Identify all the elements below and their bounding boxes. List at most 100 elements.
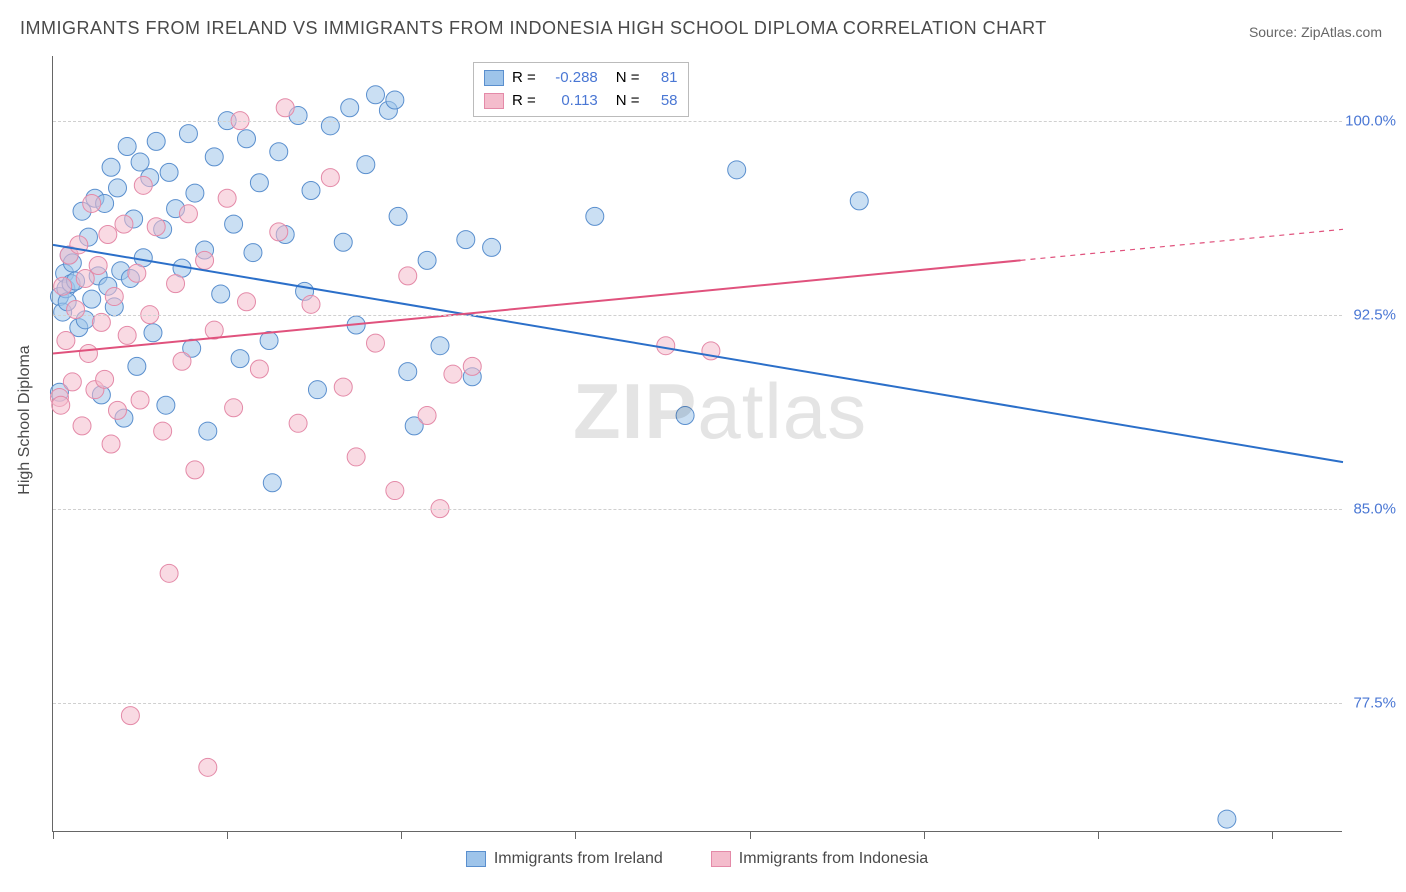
- data-point: [121, 707, 139, 725]
- x-tick: [227, 831, 228, 839]
- data-point: [73, 417, 91, 435]
- data-point: [160, 564, 178, 582]
- legend-swatch: [711, 851, 731, 867]
- data-point: [302, 295, 320, 313]
- legend-swatch: [484, 93, 504, 109]
- data-point: [399, 363, 417, 381]
- data-point: [67, 300, 85, 318]
- regression-line-dashed: [1021, 229, 1344, 260]
- data-point: [173, 352, 191, 370]
- data-point: [147, 218, 165, 236]
- legend-correlation-row: R =-0.288N =81: [484, 67, 678, 90]
- data-point: [128, 264, 146, 282]
- data-point: [212, 285, 230, 303]
- data-point: [457, 231, 475, 249]
- data-point: [63, 373, 81, 391]
- data-point: [134, 176, 152, 194]
- y-tick-label: 77.5%: [1353, 694, 1396, 711]
- data-point: [308, 381, 326, 399]
- data-point: [367, 334, 385, 352]
- legend-series: Immigrants from Ireland Immigrants from I…: [52, 850, 1342, 868]
- n-value: 81: [648, 67, 678, 90]
- data-point: [334, 233, 352, 251]
- data-point: [157, 396, 175, 414]
- data-point: [270, 223, 288, 241]
- data-point: [586, 207, 604, 225]
- data-point: [270, 143, 288, 161]
- data-point: [386, 91, 404, 109]
- data-point: [231, 350, 249, 368]
- gridline: [53, 315, 1342, 316]
- data-point: [179, 125, 197, 143]
- gridline: [53, 703, 1342, 704]
- r-value: 0.113: [544, 90, 598, 113]
- data-point: [115, 215, 133, 233]
- y-tick-label: 85.0%: [1353, 500, 1396, 517]
- legend-swatch: [484, 70, 504, 86]
- data-point: [186, 184, 204, 202]
- regression-line: [53, 260, 1021, 353]
- data-point: [250, 174, 268, 192]
- data-point: [160, 163, 178, 181]
- data-point: [238, 293, 256, 311]
- r-value: -0.288: [544, 67, 598, 90]
- chart-svg: [53, 56, 1342, 831]
- legend-series-label: Immigrants from Indonesia: [739, 850, 928, 868]
- data-point: [657, 337, 675, 355]
- x-tick: [53, 831, 54, 839]
- data-point: [218, 189, 236, 207]
- data-point: [96, 370, 114, 388]
- data-point: [102, 158, 120, 176]
- data-point: [186, 461, 204, 479]
- data-point: [244, 244, 262, 262]
- data-point: [102, 435, 120, 453]
- x-tick: [750, 831, 751, 839]
- data-point: [389, 207, 407, 225]
- x-tick: [575, 831, 576, 839]
- data-point: [463, 357, 481, 375]
- data-point: [131, 153, 149, 171]
- data-point: [225, 399, 243, 417]
- y-tick-label: 100.0%: [1345, 112, 1396, 129]
- data-point: [431, 337, 449, 355]
- data-point: [263, 474, 281, 492]
- data-point: [83, 290, 101, 308]
- x-tick: [1272, 831, 1273, 839]
- data-point: [105, 288, 123, 306]
- data-point: [386, 482, 404, 500]
- data-point: [676, 407, 694, 425]
- data-point: [321, 117, 339, 135]
- x-tick: [1098, 831, 1099, 839]
- legend-correlation: R =-0.288N =81R =0.113N =58: [473, 62, 689, 117]
- data-point: [250, 360, 268, 378]
- data-point: [347, 448, 365, 466]
- r-label: R =: [512, 90, 536, 113]
- data-point: [109, 179, 127, 197]
- data-point: [1218, 810, 1236, 828]
- y-axis-label: High School Diploma: [16, 345, 34, 494]
- data-point: [167, 275, 185, 293]
- data-point: [52, 396, 70, 414]
- data-point: [154, 422, 172, 440]
- data-point: [205, 148, 223, 166]
- n-label: N =: [616, 67, 640, 90]
- data-point: [57, 332, 75, 350]
- data-point: [728, 161, 746, 179]
- data-point: [199, 758, 217, 776]
- chart-title: IMMIGRANTS FROM IRELAND VS IMMIGRANTS FR…: [20, 18, 1047, 39]
- data-point: [225, 215, 243, 233]
- legend-swatch: [466, 851, 486, 867]
- data-point: [850, 192, 868, 210]
- data-point: [196, 251, 214, 269]
- data-point: [118, 138, 136, 156]
- data-point: [118, 326, 136, 344]
- data-point: [54, 277, 72, 295]
- data-point: [199, 422, 217, 440]
- legend-series-label: Immigrants from Ireland: [494, 850, 663, 868]
- legend-series-item: Immigrants from Indonesia: [711, 850, 928, 868]
- data-point: [83, 194, 101, 212]
- legend-series-item: Immigrants from Ireland: [466, 850, 663, 868]
- data-point: [341, 99, 359, 117]
- data-point: [131, 391, 149, 409]
- data-point: [79, 344, 97, 362]
